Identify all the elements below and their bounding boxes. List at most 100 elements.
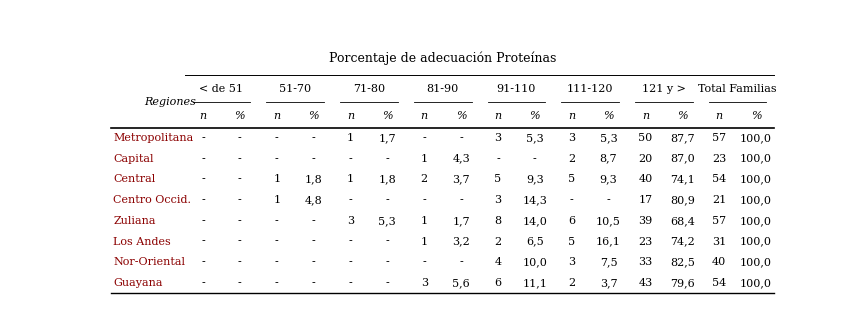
Text: 68,4: 68,4 [669, 216, 694, 226]
Text: -: - [422, 257, 425, 267]
Text: 2: 2 [567, 278, 574, 288]
Text: 100,0: 100,0 [740, 216, 771, 226]
Text: 3: 3 [567, 257, 574, 267]
Text: 23: 23 [711, 154, 726, 164]
Text: %: % [308, 111, 319, 120]
Text: 1: 1 [273, 174, 280, 184]
Text: 39: 39 [637, 216, 652, 226]
Text: -: - [348, 154, 352, 164]
Text: -: - [201, 174, 205, 184]
Text: -: - [275, 257, 278, 267]
Text: Central: Central [113, 174, 155, 184]
Text: 3: 3 [420, 278, 427, 288]
Text: -: - [459, 195, 462, 205]
Text: %: % [381, 111, 393, 120]
Text: -: - [312, 216, 315, 226]
Text: -: - [312, 278, 315, 288]
Text: -: - [201, 237, 205, 247]
Text: -: - [422, 195, 425, 205]
Text: Metropolitana: Metropolitana [113, 133, 193, 143]
Text: %: % [234, 111, 245, 120]
Text: 5,3: 5,3 [525, 133, 543, 143]
Text: 80,9: 80,9 [669, 195, 694, 205]
Text: -: - [385, 278, 389, 288]
Text: Zuliana: Zuliana [113, 216, 156, 226]
Text: 3: 3 [494, 195, 501, 205]
Text: 54: 54 [711, 278, 726, 288]
Text: 14,0: 14,0 [522, 216, 547, 226]
Text: 9,3: 9,3 [599, 174, 616, 184]
Text: Centro Occid.: Centro Occid. [113, 195, 191, 205]
Text: 100,0: 100,0 [740, 237, 771, 247]
Text: %: % [676, 111, 687, 120]
Text: -: - [312, 154, 315, 164]
Text: 11,1: 11,1 [522, 278, 547, 288]
Text: 51-70: 51-70 [279, 84, 311, 94]
Text: -: - [385, 195, 389, 205]
Text: 1,7: 1,7 [452, 216, 469, 226]
Text: 100,0: 100,0 [740, 133, 771, 143]
Text: -: - [532, 154, 536, 164]
Text: -: - [201, 195, 205, 205]
Text: -: - [201, 154, 205, 164]
Text: 4,3: 4,3 [452, 154, 469, 164]
Text: -: - [238, 195, 241, 205]
Text: -: - [385, 257, 389, 267]
Text: 82,5: 82,5 [669, 257, 694, 267]
Text: 5: 5 [567, 237, 574, 247]
Text: 3: 3 [567, 133, 574, 143]
Text: 33: 33 [637, 257, 652, 267]
Text: 5,6: 5,6 [452, 278, 469, 288]
Text: 10,5: 10,5 [596, 216, 620, 226]
Text: -: - [238, 278, 241, 288]
Text: 5,3: 5,3 [599, 133, 616, 143]
Text: 87,0: 87,0 [669, 154, 694, 164]
Text: 23: 23 [637, 237, 652, 247]
Text: -: - [606, 195, 610, 205]
Text: -: - [348, 237, 352, 247]
Text: %: % [603, 111, 613, 120]
Text: Regiones: Regiones [144, 97, 195, 107]
Text: -: - [459, 257, 462, 267]
Text: -: - [201, 133, 205, 143]
Text: 1: 1 [420, 237, 427, 247]
Text: %: % [750, 111, 760, 120]
Text: 20: 20 [637, 154, 652, 164]
Text: 3: 3 [494, 133, 501, 143]
Text: 5: 5 [567, 174, 574, 184]
Text: %: % [529, 111, 540, 120]
Text: 3,7: 3,7 [599, 278, 616, 288]
Text: -: - [275, 154, 278, 164]
Text: 111-120: 111-120 [567, 84, 613, 94]
Text: -: - [569, 195, 573, 205]
Text: 74,2: 74,2 [669, 237, 694, 247]
Text: -: - [312, 133, 315, 143]
Text: 87,7: 87,7 [669, 133, 694, 143]
Text: 1,7: 1,7 [378, 133, 396, 143]
Text: 1: 1 [346, 133, 354, 143]
Text: 100,0: 100,0 [740, 174, 771, 184]
Text: %: % [455, 111, 466, 120]
Text: -: - [348, 278, 352, 288]
Text: Guayana: Guayana [113, 278, 163, 288]
Text: 5,3: 5,3 [378, 216, 396, 226]
Text: 71-80: 71-80 [352, 84, 385, 94]
Text: 81-90: 81-90 [426, 84, 458, 94]
Text: -: - [238, 174, 241, 184]
Text: < de 51: < de 51 [199, 84, 243, 94]
Text: n: n [641, 111, 648, 120]
Text: 1: 1 [346, 174, 354, 184]
Text: 4: 4 [494, 257, 501, 267]
Text: 57: 57 [711, 216, 725, 226]
Text: 57: 57 [711, 133, 725, 143]
Text: 6: 6 [567, 216, 574, 226]
Text: 8: 8 [494, 216, 501, 226]
Text: -: - [238, 257, 241, 267]
Text: -: - [422, 133, 425, 143]
Text: -: - [201, 216, 205, 226]
Text: -: - [495, 154, 499, 164]
Text: Porcentaje de adecuación Proteínas: Porcentaje de adecuación Proteínas [329, 51, 556, 65]
Text: -: - [312, 257, 315, 267]
Text: 3,7: 3,7 [452, 174, 469, 184]
Text: -: - [312, 237, 315, 247]
